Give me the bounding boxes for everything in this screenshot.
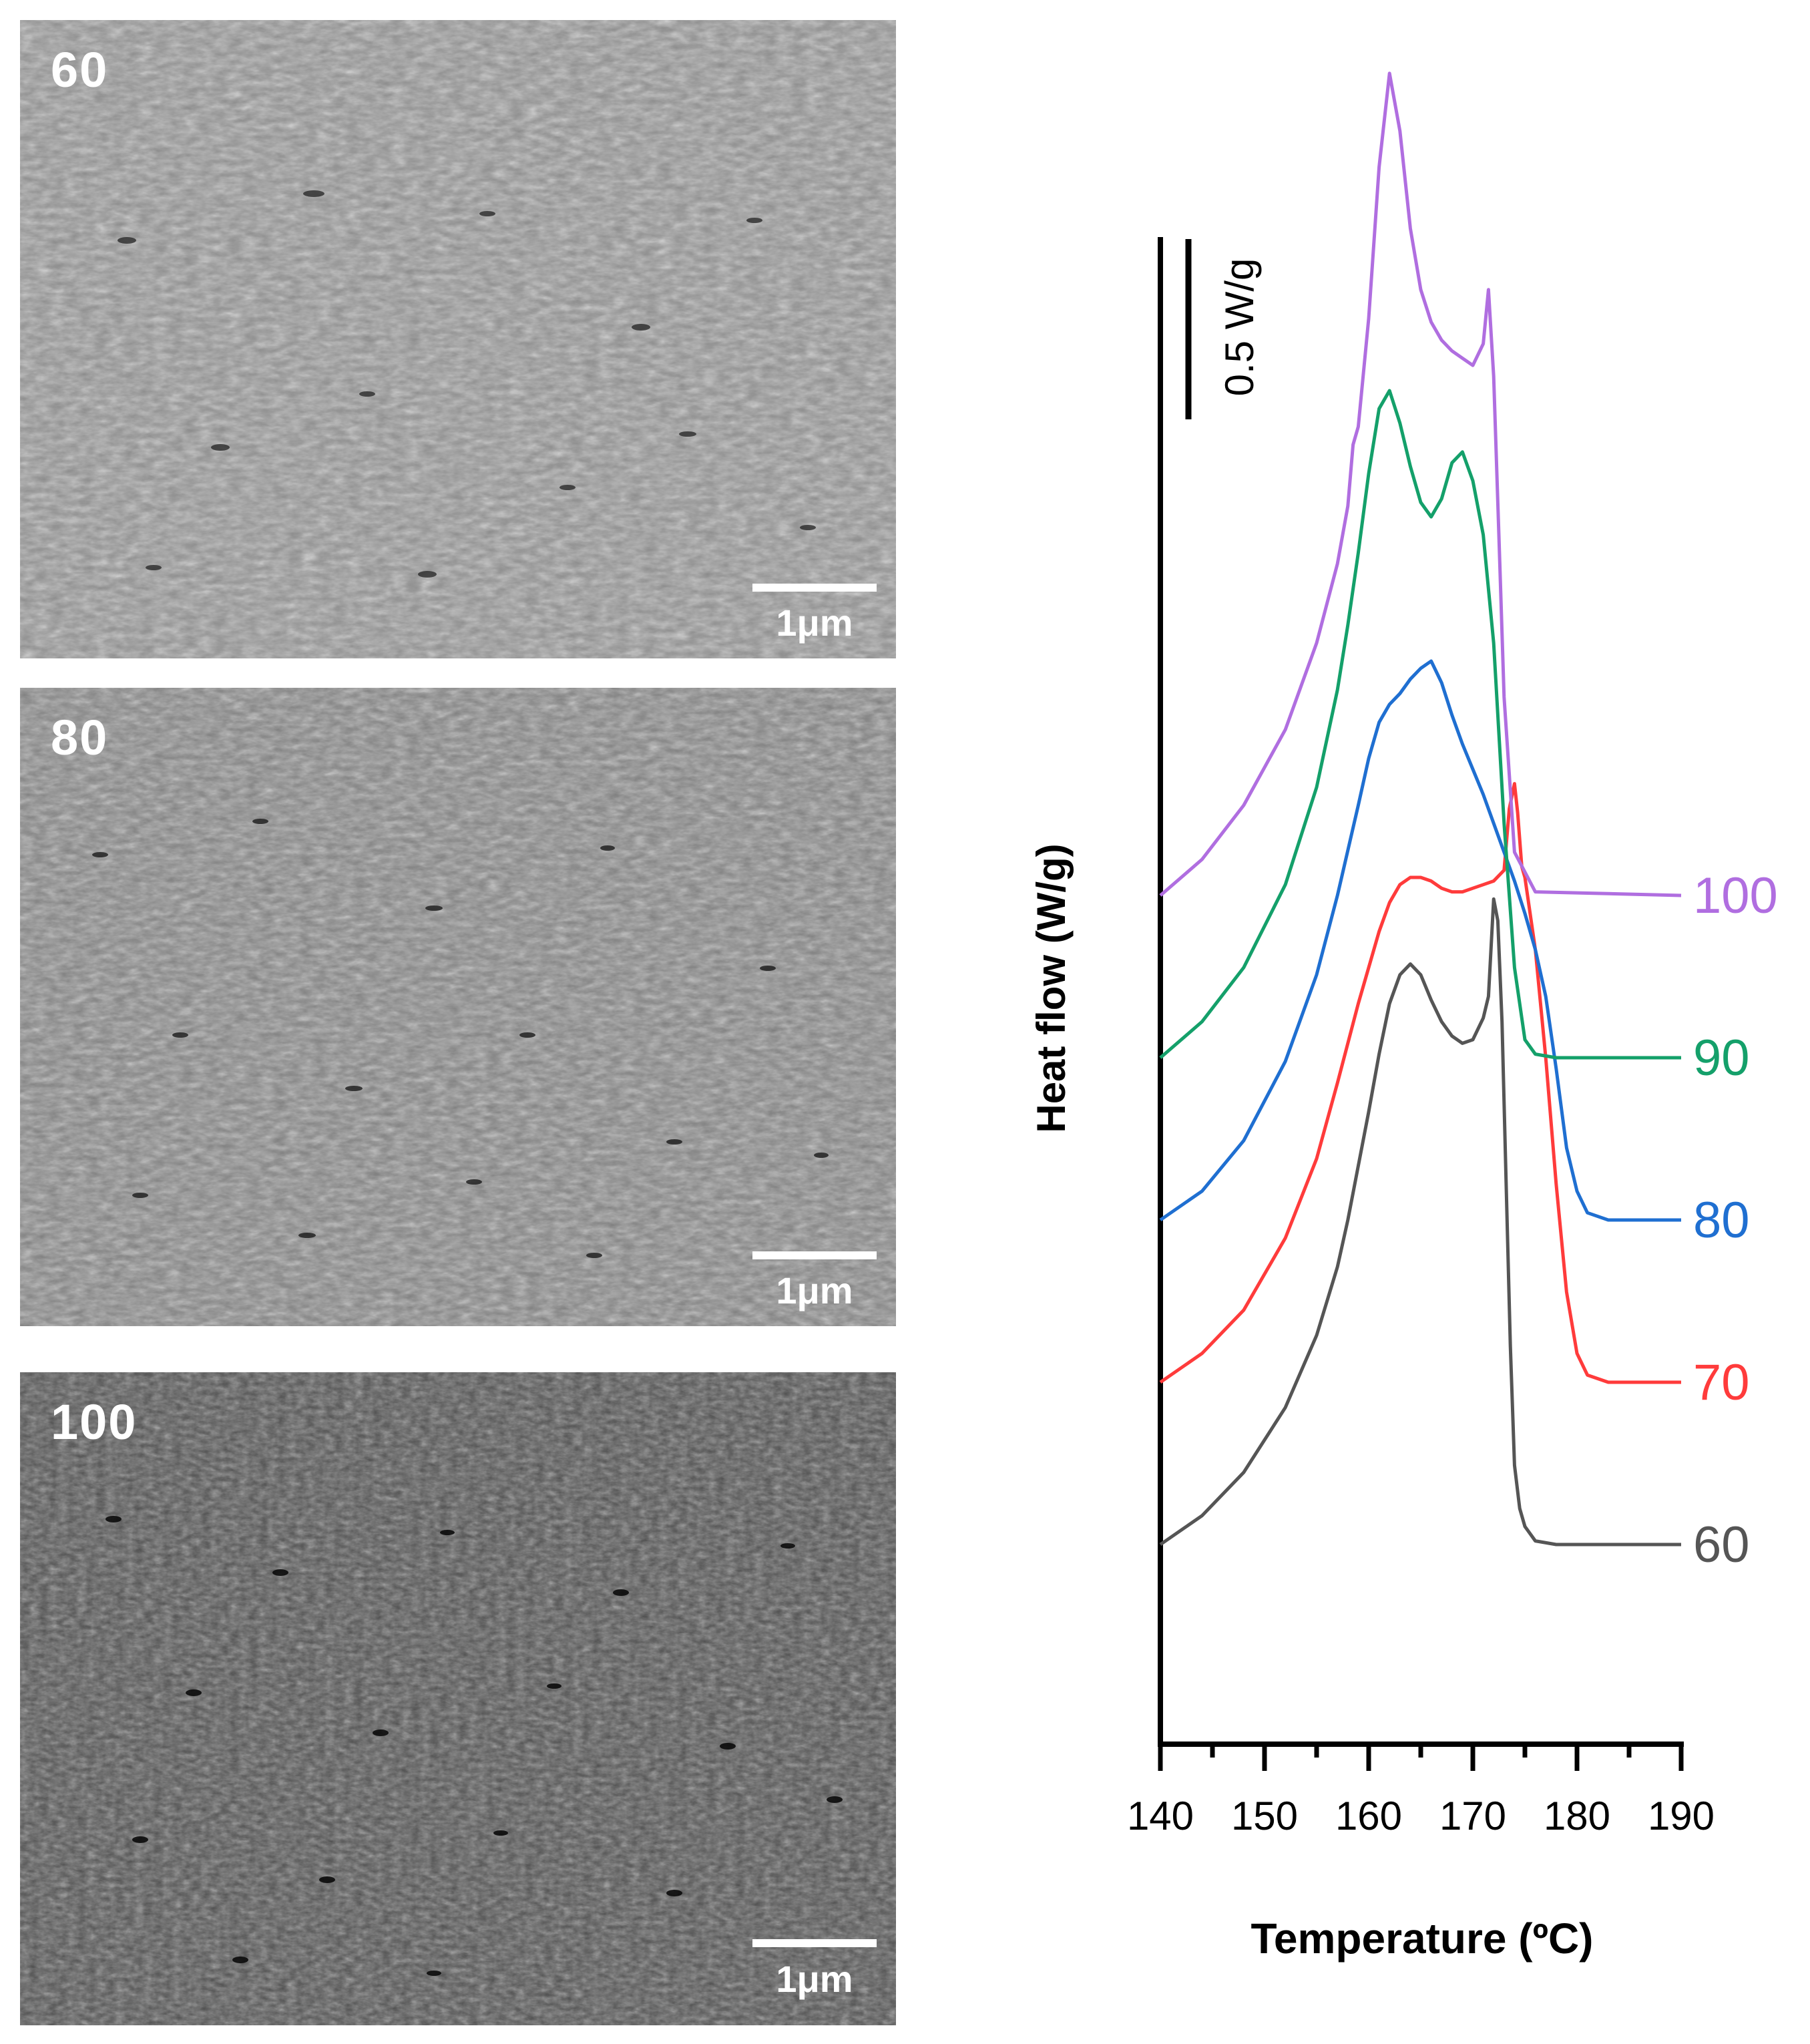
series-label-70: 70 [1693, 1354, 1750, 1411]
sem-micrograph-80 [20, 688, 896, 1326]
scale-bar [752, 584, 877, 592]
x-axis-title: Temperature (ºC) [1251, 1914, 1594, 1963]
y-axis-title: Heat flow (W/g) [1029, 843, 1074, 1133]
series-label-80: 80 [1693, 1192, 1750, 1249]
x-tick-label: 160 [1335, 1794, 1402, 1838]
scale-bar [752, 1939, 877, 1947]
x-tick-label: 190 [1648, 1794, 1715, 1838]
dsc-curves [1159, 71, 1682, 1547]
scale-bar-label: 1μm [776, 602, 853, 644]
series-labels: 60 70 80 90 100 [1693, 867, 1778, 1573]
series-label-90: 90 [1693, 1030, 1750, 1086]
dsc-curve-80 [1159, 659, 1681, 1222]
x-tick-label: 180 [1544, 1794, 1610, 1838]
sem-panel-100: 100 1μm [20, 1372, 896, 2025]
sem-panel-80: 80 1μm [20, 688, 896, 1326]
sem-panel-label: 60 [51, 42, 109, 97]
dsc-curve-60 [1159, 897, 1681, 1547]
series-label-60: 60 [1693, 1516, 1750, 1573]
x-tick-label: 150 [1231, 1794, 1298, 1838]
series-label-100: 100 [1693, 867, 1778, 924]
x-tick-label: 140 [1127, 1794, 1194, 1838]
x-ticks [1158, 1744, 1684, 1771]
sem-micrograph-100 [20, 1372, 896, 2025]
dsc-curve-70 [1159, 782, 1681, 1384]
sem-panel-60: 60 1μm [20, 20, 896, 658]
scale-bar-label: 1μm [776, 1269, 853, 1311]
scale-bar-label: 1μm [776, 1958, 853, 2000]
x-tick-labels: 140 150 160 170 180 190 [1127, 1794, 1715, 1838]
scale-bar [752, 1251, 877, 1259]
dsc-curve-90 [1159, 389, 1681, 1060]
sem-panel-label: 100 [51, 1394, 138, 1450]
dsc-chart: 0.5 W/g 140 150 160 170 180 190 Temperature (… [1029, 71, 1778, 1963]
sem-panel-label: 80 [51, 710, 109, 765]
dsc-curve-100 [1159, 71, 1682, 897]
sem-micrograph-60 [20, 20, 896, 658]
heat-flow-scale-label: 0.5 W/g [1217, 258, 1262, 397]
x-tick-label: 170 [1439, 1794, 1506, 1838]
